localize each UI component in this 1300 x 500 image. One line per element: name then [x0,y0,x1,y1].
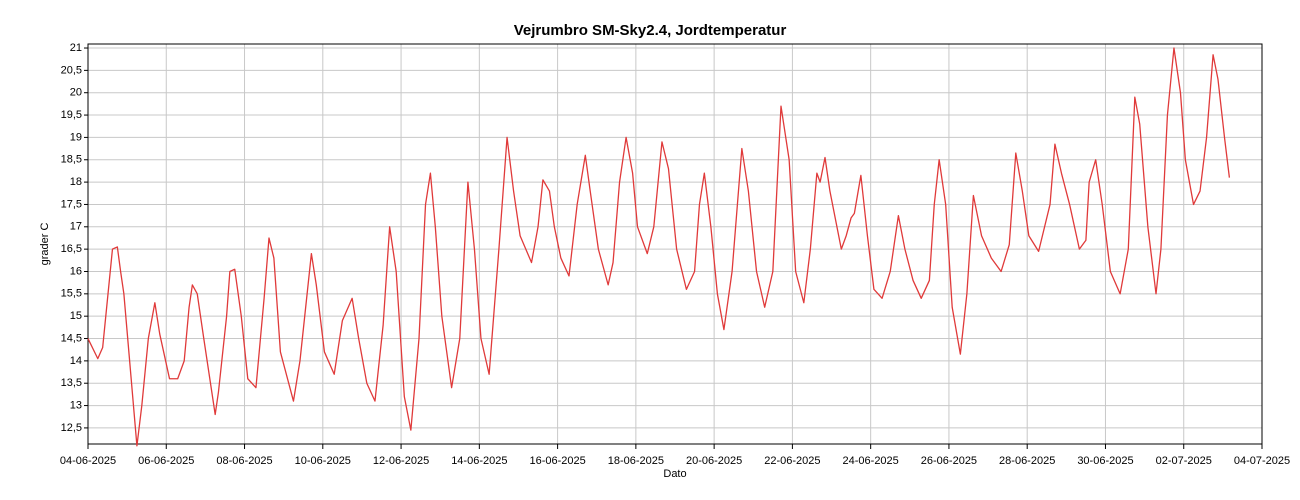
y-tick-label: 15,5 [61,288,82,300]
y-tick-label: 17 [70,221,82,233]
y-tick-label: 20,5 [61,64,82,76]
x-tick-label: 02-07-2025 [1156,455,1212,467]
y-tick-label: 21 [70,42,82,54]
x-tick-label: 24-06-2025 [843,455,899,467]
x-tick-label: 30-06-2025 [1077,455,1133,467]
y-tick-label: 13 [70,399,82,411]
y-tick-label: 14,5 [61,332,82,344]
y-tick-label: 19 [70,131,82,143]
y-tick-label: 15 [70,310,82,322]
y-tick-label: 16,5 [61,243,82,255]
chart-title: Vejrumbro SM-Sky2.4, Jordtemperatur [514,22,787,39]
x-tick-label: 28-06-2025 [999,455,1055,467]
y-tick-label: 17,5 [61,198,82,210]
x-tick-label: 14-06-2025 [451,455,507,467]
x-tick-label: 08-06-2025 [216,455,272,467]
x-tick-label: 04-07-2025 [1234,455,1290,467]
y-tick-label: 12,5 [61,422,82,434]
x-tick-label: 22-06-2025 [764,455,820,467]
y-tick-label: 19,5 [61,109,82,121]
x-tick-label: 06-06-2025 [138,455,194,467]
y-tick-label: 13,5 [61,377,82,389]
plot-frame [87,43,1263,445]
x-tick-label: 20-06-2025 [686,455,742,467]
y-tick-label: 14 [70,355,82,367]
y-tick-label: 18,5 [61,154,82,166]
y-axis-label: grader C [39,223,51,266]
x-tick-label: 16-06-2025 [529,455,585,467]
x-tick-label: 12-06-2025 [373,455,429,467]
x-tick-label: 04-06-2025 [60,455,116,467]
y-tick-label: 20 [70,87,82,99]
x-tick-label: 26-06-2025 [921,455,977,467]
y-tick-label: 18 [70,176,82,188]
x-axis-label: Dato [663,468,686,480]
data-line [87,47,1231,447]
y-tick-label: 16 [70,265,82,277]
x-tick-label: 10-06-2025 [295,455,351,467]
x-tick-label: 18-06-2025 [608,455,664,467]
